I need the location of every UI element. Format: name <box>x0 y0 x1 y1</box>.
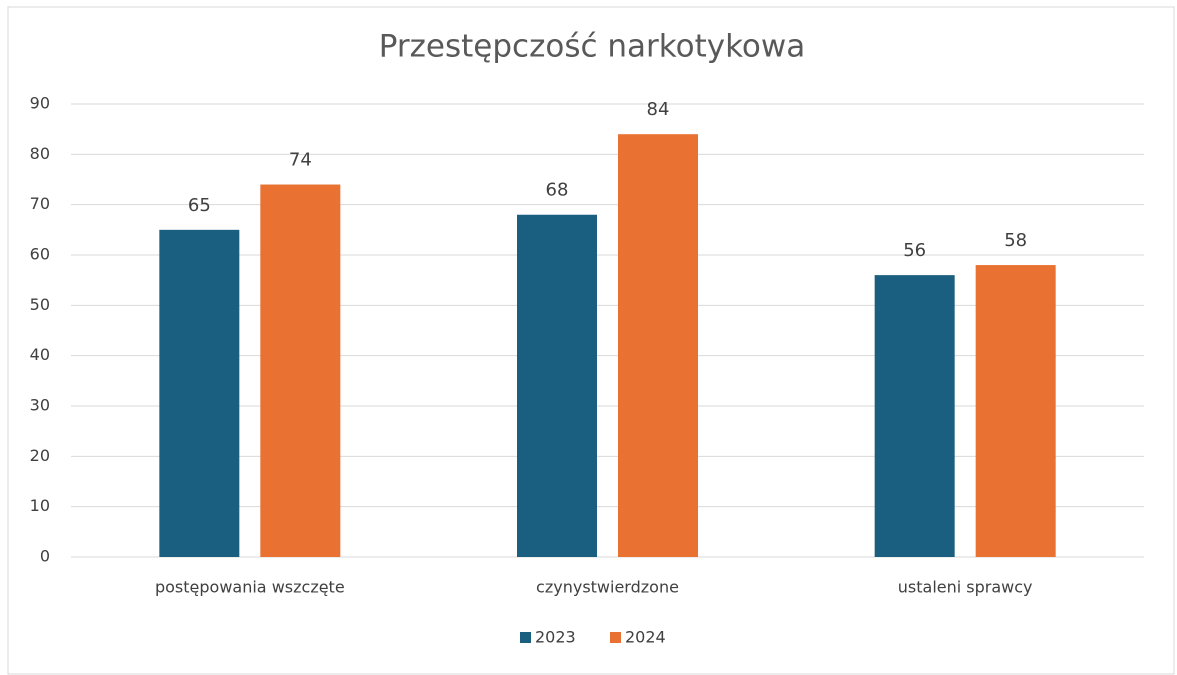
bar <box>517 214 597 557</box>
data-label: 65 <box>188 195 211 216</box>
bar <box>260 184 341 558</box>
bar <box>975 265 1056 557</box>
legend-swatch <box>520 632 531 643</box>
y-tick-label: 50 <box>30 295 50 314</box>
y-tick-label: 90 <box>30 94 50 113</box>
x-tick-label: postępowania wszczęte <box>155 578 345 597</box>
y-tick-label: 20 <box>30 446 50 465</box>
y-tick-label: 0 <box>40 547 50 566</box>
legend-swatch <box>610 632 621 643</box>
y-tick-label: 30 <box>30 396 50 415</box>
x-tick-label: ustaleni sprawcy <box>898 578 1033 597</box>
data-label: 56 <box>903 240 926 261</box>
bar <box>874 275 955 557</box>
chart-title: Przestępczość narkotykowa <box>379 29 806 65</box>
y-tick-label: 80 <box>30 144 50 163</box>
legend-label: 2023 <box>535 628 576 647</box>
x-tick-label: czynystwierdzone <box>536 578 679 597</box>
bar <box>159 229 240 558</box>
bar <box>618 134 698 557</box>
y-tick-label: 40 <box>30 345 50 364</box>
data-label: 68 <box>546 180 569 201</box>
y-tick-label: 10 <box>30 496 50 515</box>
y-tick-label: 70 <box>30 194 50 213</box>
data-label: 58 <box>1004 230 1027 251</box>
data-label: 74 <box>289 150 312 171</box>
data-label: 84 <box>647 99 670 120</box>
y-tick-label: 60 <box>30 245 50 264</box>
legend-label: 2024 <box>625 628 666 647</box>
